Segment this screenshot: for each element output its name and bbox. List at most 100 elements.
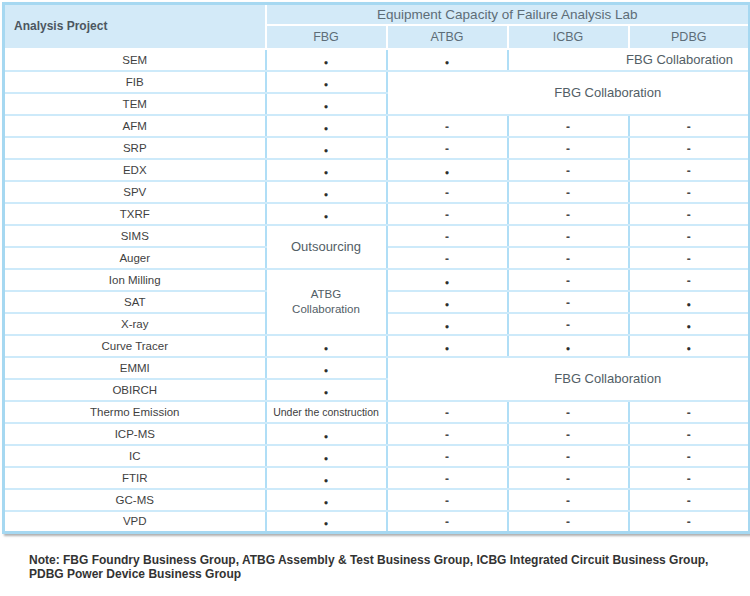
header-row-group: Analysis Project Equipment Capacity of F… (4, 4, 750, 25)
not-available-cell: - (508, 291, 629, 313)
dash-icon: - (445, 450, 449, 464)
table-row: SRP●--- (4, 137, 750, 159)
not-available-cell: - (508, 423, 629, 445)
not-available-cell: - (508, 401, 629, 423)
dash-icon: - (566, 120, 570, 134)
dash-icon: - (445, 230, 449, 244)
table-header: Analysis Project Equipment Capacity of F… (4, 4, 750, 49)
footnote-line1: Note: FBG Foundry Business Group, ATBG A… (29, 553, 708, 567)
not-available-cell: - (508, 137, 629, 159)
row-label: TEM (4, 93, 266, 115)
dash-icon: - (566, 186, 570, 200)
not-available-cell: - (387, 225, 508, 247)
merged-note-cell: ATBG Collaboration (266, 269, 387, 335)
not-available-cell: - (387, 445, 508, 467)
available-cell: ● (266, 93, 387, 115)
dot-icon: ● (686, 300, 691, 309)
row-label: EMMI (4, 357, 266, 379)
dot-icon: ● (445, 300, 450, 309)
available-cell: ● (266, 423, 387, 445)
table-row: FTIR●--- (4, 467, 750, 489)
not-available-cell: - (629, 159, 750, 181)
dash-icon: - (687, 252, 691, 266)
available-cell: ● (387, 313, 508, 335)
not-available-cell: - (508, 313, 629, 335)
not-available-cell: - (629, 489, 750, 511)
dash-icon: - (566, 274, 570, 288)
dot-icon: ● (324, 212, 329, 221)
dot-icon: ● (445, 278, 450, 287)
available-cell: ● (266, 115, 387, 137)
available-cell: ● (266, 181, 387, 203)
available-cell: ● (266, 445, 387, 467)
row-label: SEM (4, 49, 266, 71)
table-row: IC●--- (4, 445, 750, 467)
dash-icon: - (445, 252, 449, 266)
dot-icon: ● (324, 344, 329, 353)
not-available-cell: - (629, 467, 750, 489)
dot-icon: ● (324, 366, 329, 375)
dot-icon: ● (566, 344, 571, 353)
row-label: OBIRCH (4, 379, 266, 401)
not-available-cell: - (629, 247, 750, 269)
table-row: VPD●--- (4, 511, 750, 533)
not-available-cell: - (508, 511, 629, 533)
available-cell: ● (266, 71, 387, 93)
footnote-line2: PDBG Power Device Business Group (29, 567, 241, 581)
row-label: EDX (4, 159, 266, 181)
not-available-cell: - (387, 489, 508, 511)
dot-icon: ● (324, 498, 329, 507)
available-cell: ● (629, 291, 750, 313)
dash-icon: - (566, 450, 570, 464)
dot-icon: ● (324, 454, 329, 463)
not-available-cell: - (629, 225, 750, 247)
not-available-cell: - (387, 467, 508, 489)
not-available-cell: - (387, 137, 508, 159)
not-available-cell: - (629, 137, 750, 159)
available-cell: ● (266, 511, 387, 533)
column-header-pdbg: PDBG (629, 25, 750, 49)
table-row: Ion MillingATBG Collaboration●-- (4, 269, 750, 291)
available-cell: ● (266, 203, 387, 225)
not-available-cell: - (387, 203, 508, 225)
row-label: Thermo Emission (4, 401, 266, 423)
dash-icon: - (566, 318, 570, 332)
equipment-capacity-table: Analysis Project Equipment Capacity of F… (2, 2, 750, 534)
available-cell: ● (266, 357, 387, 379)
row-label: IC (4, 445, 266, 467)
dash-icon: - (445, 472, 449, 486)
merged-note-cell: Under the construction (266, 401, 387, 423)
available-cell: ● (387, 49, 508, 71)
dot-icon: ● (324, 146, 329, 155)
not-available-cell: - (387, 115, 508, 137)
merged-note-cell: FBG Collaboration (387, 357, 750, 401)
not-available-cell: - (508, 489, 629, 511)
not-available-cell: - (629, 115, 750, 137)
table-body: SEM●●FBG CollaborationFIB●FBG Collaborat… (4, 49, 750, 533)
dash-icon: - (566, 515, 570, 529)
corner-header: Analysis Project (4, 4, 266, 49)
dash-icon: - (566, 428, 570, 442)
row-label: Ion Milling (4, 269, 266, 291)
available-cell: ● (387, 159, 508, 181)
footnote: Note: FBG Foundry Business Group, ATBG A… (29, 553, 750, 582)
column-header-fbg: FBG (266, 25, 387, 49)
not-available-cell: - (508, 203, 629, 225)
row-label: Auger (4, 247, 266, 269)
table-row: ICP-MS●--- (4, 423, 750, 445)
dash-icon: - (687, 120, 691, 134)
column-header-icbg: ICBG (508, 25, 629, 49)
available-cell: ● (266, 137, 387, 159)
dot-icon: ● (324, 58, 329, 67)
available-cell: ● (266, 49, 387, 71)
dash-icon: - (445, 494, 449, 508)
dash-icon: - (687, 472, 691, 486)
row-label: SRP (4, 137, 266, 159)
column-header-atbg: ATBG (387, 25, 508, 49)
available-cell: ● (387, 269, 508, 291)
dash-icon: - (445, 120, 449, 134)
table-row: SIMSOutsourcing--- (4, 225, 750, 247)
dash-icon: - (445, 515, 449, 529)
dot-icon: ● (324, 102, 329, 111)
row-label: X-ray (4, 313, 266, 335)
